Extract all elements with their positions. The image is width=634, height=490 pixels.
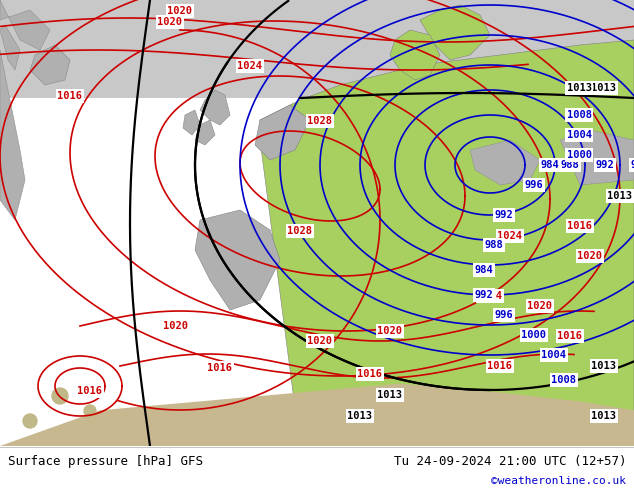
Polygon shape (560, 130, 634, 185)
Text: 1004: 1004 (541, 350, 567, 360)
Text: Tu 24-09-2024 21:00 UTC (12+57): Tu 24-09-2024 21:00 UTC (12+57) (394, 455, 626, 468)
Polygon shape (0, 384, 634, 446)
Text: 992: 992 (595, 160, 614, 170)
Polygon shape (30, 45, 70, 85)
Polygon shape (0, 25, 20, 70)
Text: 1024: 1024 (498, 231, 522, 241)
Text: 1008: 1008 (567, 110, 592, 120)
Polygon shape (390, 30, 440, 80)
Text: 1016: 1016 (567, 221, 593, 231)
Circle shape (84, 405, 96, 417)
Polygon shape (0, 50, 25, 220)
Text: 988: 988 (484, 240, 503, 250)
Text: 1004: 1004 (567, 130, 592, 140)
Text: 1028: 1028 (287, 226, 313, 236)
Circle shape (557, 383, 573, 399)
Text: 1016: 1016 (77, 386, 103, 396)
Text: 1020: 1020 (167, 6, 193, 16)
Text: 1016: 1016 (207, 363, 233, 373)
Polygon shape (420, 5, 490, 60)
Circle shape (52, 388, 68, 404)
Bar (0, 0, 634, 98)
Text: 1000: 1000 (567, 150, 592, 160)
Text: 984: 984 (475, 265, 493, 275)
Text: 1008: 1008 (552, 375, 576, 385)
Text: 1016: 1016 (358, 369, 382, 379)
Text: 1016: 1016 (58, 91, 82, 101)
Text: 1028: 1028 (307, 116, 332, 126)
Text: 1020: 1020 (377, 326, 403, 336)
Text: 1013: 1013 (592, 411, 616, 421)
Text: 992: 992 (475, 290, 493, 300)
Text: 1013: 1013 (567, 83, 592, 93)
Polygon shape (195, 120, 215, 145)
Text: 1024: 1024 (477, 291, 503, 301)
Text: 996: 996 (495, 310, 514, 320)
Polygon shape (195, 210, 280, 310)
Text: 1020: 1020 (578, 251, 602, 261)
Text: Surface pressure [hPa] GFS: Surface pressure [hPa] GFS (8, 455, 203, 468)
Text: 992: 992 (495, 210, 514, 220)
Polygon shape (470, 140, 540, 185)
Text: 1020: 1020 (527, 301, 552, 311)
Polygon shape (183, 110, 200, 135)
Text: 1013: 1013 (592, 361, 616, 371)
Text: 996: 996 (524, 180, 543, 190)
Text: 1013: 1013 (592, 83, 616, 93)
Text: 1000: 1000 (522, 330, 547, 340)
Text: 984: 984 (541, 160, 559, 170)
Text: 1013: 1013 (347, 411, 373, 421)
Text: 1020: 1020 (162, 321, 188, 331)
Text: 988: 988 (560, 160, 579, 170)
Polygon shape (200, 90, 230, 125)
Polygon shape (260, 40, 634, 446)
Text: 1016: 1016 (557, 331, 583, 341)
Polygon shape (0, 0, 50, 50)
Text: 1020: 1020 (157, 17, 183, 27)
Text: 1013: 1013 (377, 390, 403, 400)
Polygon shape (255, 105, 310, 160)
Circle shape (520, 366, 540, 386)
Text: ©weatheronline.co.uk: ©weatheronline.co.uk (491, 476, 626, 486)
Text: 1013: 1013 (607, 191, 633, 201)
Circle shape (23, 414, 37, 428)
Text: 996: 996 (631, 160, 634, 170)
Text: 1020: 1020 (307, 336, 332, 346)
Circle shape (578, 359, 602, 383)
Text: 1016: 1016 (488, 361, 512, 371)
Text: 1024: 1024 (238, 61, 262, 71)
